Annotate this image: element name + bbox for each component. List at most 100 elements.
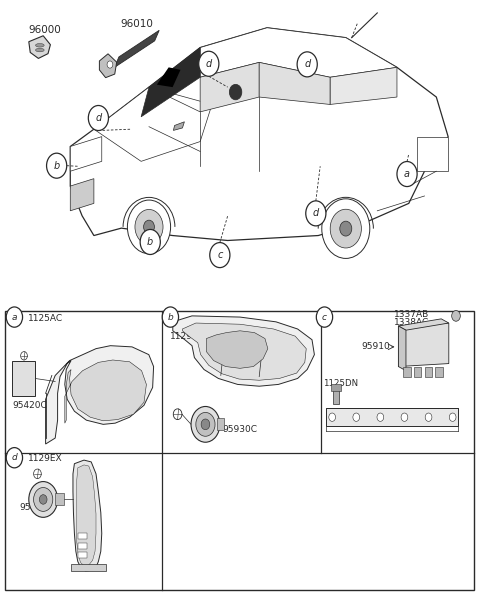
Text: d: d — [304, 60, 311, 69]
Polygon shape — [398, 326, 406, 371]
Circle shape — [6, 448, 23, 468]
Bar — [78, 552, 87, 558]
Polygon shape — [70, 179, 94, 211]
Bar — [403, 367, 411, 377]
Circle shape — [34, 488, 53, 511]
Circle shape — [135, 209, 163, 244]
Circle shape — [306, 201, 326, 226]
Text: b: b — [168, 312, 173, 322]
Text: 1125AC: 1125AC — [28, 313, 63, 323]
Ellipse shape — [36, 44, 44, 47]
Circle shape — [452, 311, 460, 321]
Polygon shape — [173, 122, 184, 131]
Polygon shape — [398, 323, 449, 367]
Bar — [326, 408, 458, 426]
Text: 1129EX: 1129EX — [170, 332, 205, 342]
Circle shape — [322, 199, 370, 259]
Polygon shape — [94, 87, 212, 162]
Bar — [414, 367, 421, 377]
Circle shape — [210, 243, 230, 268]
Polygon shape — [73, 460, 102, 571]
Polygon shape — [141, 48, 200, 117]
Circle shape — [377, 413, 384, 421]
Polygon shape — [417, 136, 448, 171]
Circle shape — [340, 221, 352, 236]
Polygon shape — [70, 136, 102, 171]
Text: 1129EX: 1129EX — [28, 454, 62, 464]
Bar — [217, 418, 224, 430]
Circle shape — [425, 413, 432, 421]
Polygon shape — [259, 63, 330, 104]
Circle shape — [353, 413, 360, 421]
Polygon shape — [200, 63, 259, 112]
Circle shape — [229, 85, 242, 100]
Text: c: c — [322, 312, 327, 322]
Circle shape — [297, 52, 317, 77]
Circle shape — [140, 229, 160, 254]
Polygon shape — [46, 346, 154, 444]
Circle shape — [47, 153, 67, 178]
Circle shape — [191, 406, 220, 442]
Polygon shape — [173, 316, 314, 386]
Text: 96000: 96000 — [29, 24, 61, 35]
Polygon shape — [157, 67, 180, 87]
Circle shape — [29, 482, 58, 517]
Text: 96010: 96010 — [120, 18, 153, 29]
Bar — [331, 384, 341, 391]
Circle shape — [127, 200, 170, 254]
Text: 95920B: 95920B — [19, 503, 54, 513]
Text: d: d — [205, 59, 212, 69]
Polygon shape — [114, 30, 159, 67]
Text: d: d — [95, 113, 102, 123]
Polygon shape — [206, 331, 268, 368]
Text: c: c — [217, 250, 223, 260]
Circle shape — [316, 307, 333, 327]
Bar — [12, 361, 35, 396]
Text: a: a — [12, 312, 17, 322]
Polygon shape — [200, 28, 397, 77]
Text: d: d — [312, 209, 319, 218]
Polygon shape — [70, 28, 448, 240]
Polygon shape — [182, 323, 306, 380]
Text: 95910: 95910 — [361, 342, 390, 352]
Bar — [425, 367, 432, 377]
Circle shape — [39, 495, 47, 504]
Circle shape — [196, 412, 215, 436]
Circle shape — [107, 61, 113, 68]
Text: 95420C: 95420C — [12, 401, 47, 410]
Text: 95930C: 95930C — [222, 424, 257, 434]
Circle shape — [401, 413, 408, 421]
Polygon shape — [65, 360, 146, 423]
Circle shape — [88, 105, 108, 131]
Text: d: d — [12, 453, 17, 462]
Circle shape — [21, 352, 27, 360]
Polygon shape — [398, 319, 449, 330]
Circle shape — [6, 307, 23, 327]
Text: a: a — [404, 169, 410, 179]
Bar — [333, 387, 339, 404]
Polygon shape — [330, 67, 397, 104]
Polygon shape — [77, 465, 96, 566]
Text: b: b — [147, 237, 154, 247]
Bar — [78, 543, 87, 549]
Bar — [71, 564, 106, 571]
Bar — [435, 367, 443, 377]
Bar — [78, 533, 87, 539]
Ellipse shape — [36, 48, 44, 52]
Text: 1337AB: 1337AB — [394, 310, 429, 319]
Text: b: b — [53, 161, 60, 170]
Text: 1338AC: 1338AC — [394, 318, 429, 327]
Bar — [5, 311, 474, 590]
Circle shape — [329, 413, 336, 421]
Polygon shape — [29, 36, 50, 58]
Circle shape — [162, 307, 179, 327]
Circle shape — [144, 220, 155, 234]
Circle shape — [199, 51, 219, 76]
Polygon shape — [99, 54, 117, 77]
Circle shape — [449, 413, 456, 421]
Circle shape — [330, 209, 361, 248]
Bar — [55, 493, 64, 505]
Circle shape — [397, 162, 417, 187]
Circle shape — [173, 409, 182, 420]
Text: 1125DN: 1125DN — [323, 379, 358, 389]
